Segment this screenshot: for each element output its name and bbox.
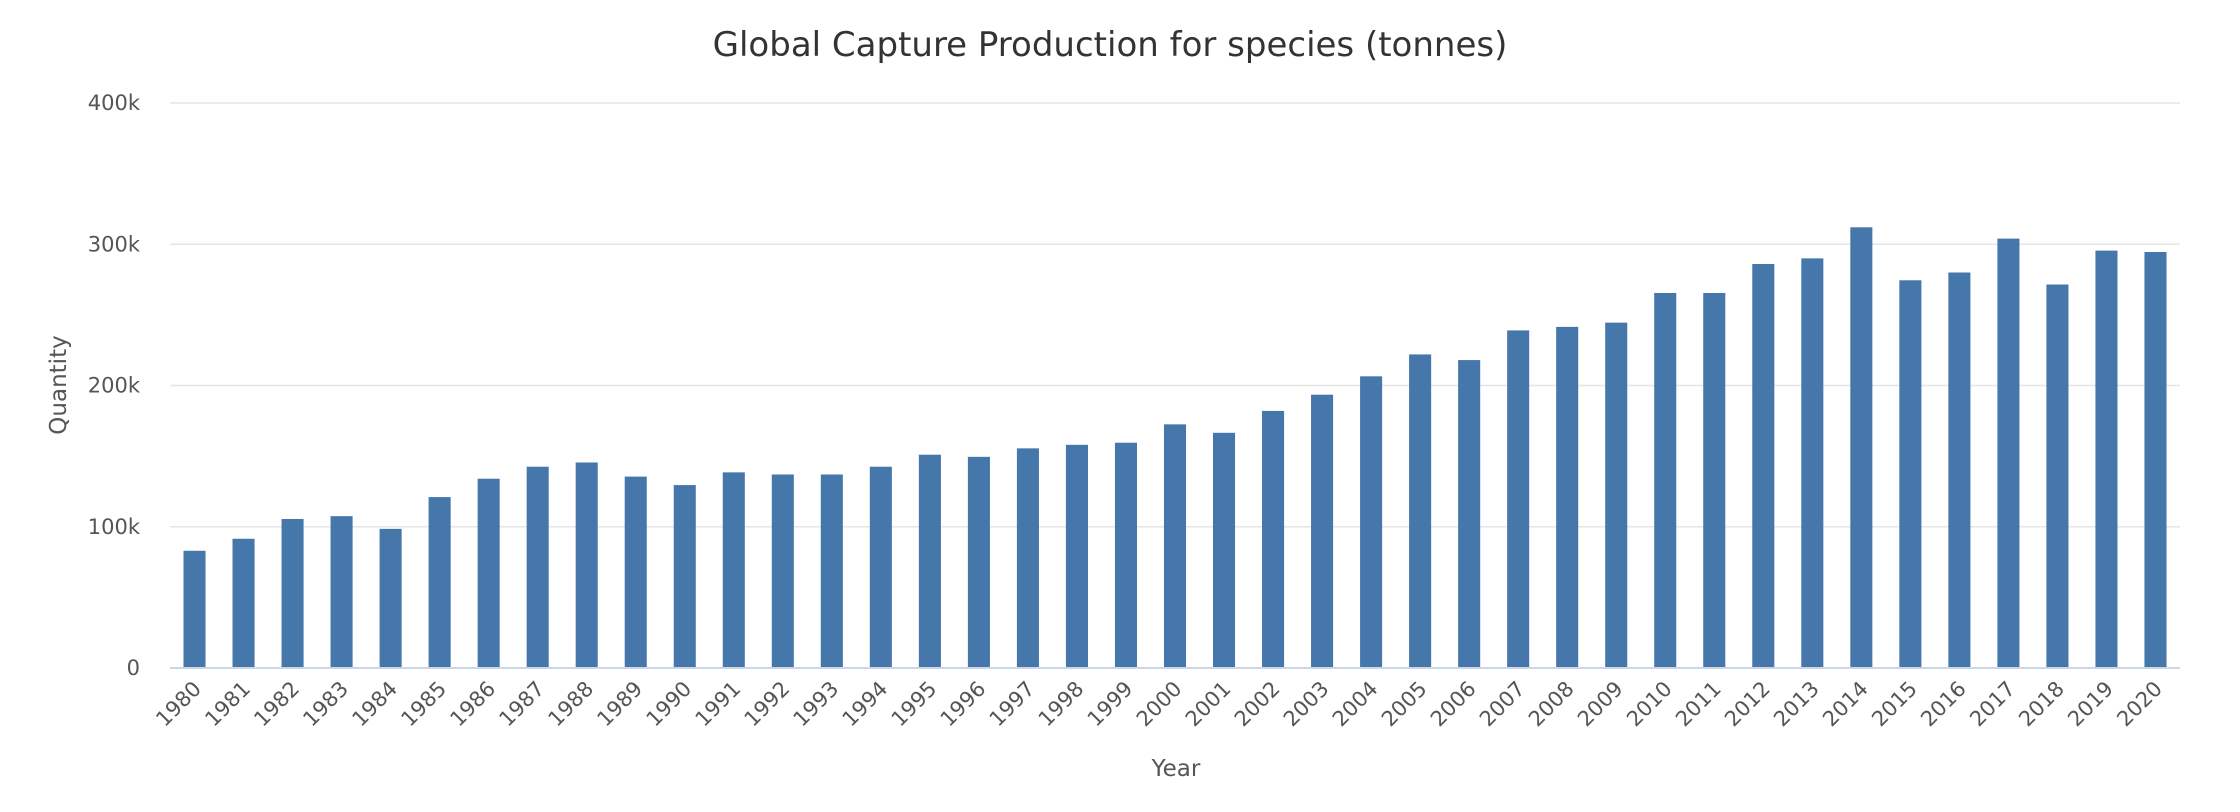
x-tick-label: 1993 [789,677,844,732]
x-tick-label: 1988 [543,677,598,732]
bar-1986[interactable] [477,478,500,668]
x-tick-label: 2012 [1720,677,1775,732]
x-tick-label: 2016 [1916,677,1971,732]
x-tick-label: 2005 [1377,677,1432,732]
y-tick-label: 200k [88,374,141,398]
bar-1989[interactable] [624,476,647,668]
y-axis-tick-labels: 0 100k 200k 300k 400k [88,91,141,680]
x-tick-label: 2004 [1328,677,1383,732]
bar-1983[interactable] [330,516,353,668]
bar-2017[interactable] [1997,238,2020,668]
x-tick-label: 1985 [396,677,451,732]
bar-1999[interactable] [1114,442,1138,668]
x-tick-label: 2006 [1426,677,1481,732]
bar-series [183,227,2167,669]
bar-1990[interactable] [673,485,696,668]
bar-1997[interactable] [1016,448,1039,668]
x-tick-label: 1984 [347,677,402,732]
x-tick-label: 2010 [1622,677,1677,732]
x-tick-label: 2011 [1671,677,1726,732]
x-tick-label: 2009 [1573,677,1628,732]
bar-2009[interactable] [1605,322,1628,668]
x-tick-label: 1996 [936,677,991,732]
x-tick-label: 1998 [1034,677,1089,732]
bar-1985[interactable] [428,497,451,668]
chart-title: Global Capture Production for species (t… [713,25,1508,65]
x-tick-label: 1981 [200,677,255,732]
bar-2001[interactable] [1212,432,1236,668]
x-tick-label: 2020 [2112,677,2167,732]
x-tick-label: 1991 [691,677,746,732]
x-tick-label: 1992 [740,677,795,732]
x-tick-label: 1982 [249,677,304,732]
bar-1991[interactable] [722,472,745,668]
bar-1980[interactable] [183,550,206,668]
bar-2015[interactable] [1899,280,1922,668]
bar-2003[interactable] [1311,394,1334,668]
x-tick-label: 1990 [642,677,697,732]
bar-2002[interactable] [1262,410,1285,668]
x-tick-label: 1980 [151,677,206,732]
x-tick-label: 1989 [592,677,647,732]
bar-1988[interactable] [575,462,598,668]
bar-1996[interactable] [967,456,990,668]
x-tick-label: 1987 [494,677,549,732]
x-tick-label: 1983 [298,677,353,732]
x-tick-label: 1994 [838,677,893,732]
y-axis-title: Quantity [46,335,72,434]
bar-2016[interactable] [1948,272,1971,669]
bar-2019[interactable] [2095,250,2118,668]
bar-2004[interactable] [1360,376,1383,668]
bar-1984[interactable] [379,528,402,668]
x-tick-label: 2007 [1475,677,1530,732]
bar-1994[interactable] [869,466,892,668]
bar-2010[interactable] [1654,292,1677,668]
x-tick-label: 1995 [887,677,942,732]
x-tick-label: 2014 [1818,677,1873,732]
bar-2005[interactable] [1409,354,1432,668]
bar-1982[interactable] [281,518,304,668]
x-axis-tick-labels: 1980198119821983198419851986198719881989… [151,677,2167,732]
x-tick-label: 1999 [1083,677,1138,732]
y-tick-label: 400k [88,91,141,115]
x-tick-label: 2000 [1132,677,1187,732]
x-tick-label: 2001 [1181,677,1236,732]
bar-2013[interactable] [1801,258,1824,668]
x-tick-label: 2015 [1867,677,1922,732]
x-tick-label: 1997 [985,677,1040,732]
bar-1992[interactable] [771,474,794,668]
bar-2018[interactable] [2046,284,2069,668]
x-tick-label: 2008 [1524,677,1579,732]
x-axis-title: Year [1151,756,1201,782]
y-tick-label: 300k [88,232,141,256]
y-tick-label: 100k [88,515,141,539]
bar-1981[interactable] [232,538,255,668]
bar-2012[interactable] [1752,264,1775,668]
x-tick-label: 2019 [2063,677,2118,732]
x-tick-label: 2018 [2014,677,2069,732]
x-tick-label: 2002 [1230,677,1285,732]
bar-1987[interactable] [526,466,549,668]
y-tick-label: 0 [127,656,140,680]
x-tick-label: 2013 [1769,677,1824,732]
bar-2020[interactable] [2144,252,2167,669]
bar-2000[interactable] [1163,424,1187,668]
x-tick-label: 2017 [1965,677,2020,732]
bar-1993[interactable] [820,474,843,668]
x-tick-label: 2003 [1279,677,1334,732]
bar-2014[interactable] [1850,227,1873,669]
bar-1995[interactable] [918,454,941,668]
bar-2011[interactable] [1703,292,1726,668]
bar-2007[interactable] [1507,330,1530,668]
x-tick-label: 1986 [445,677,500,732]
bar-2006[interactable] [1458,360,1481,668]
bar-2008[interactable] [1556,326,1579,668]
bar-1998[interactable] [1065,444,1088,668]
